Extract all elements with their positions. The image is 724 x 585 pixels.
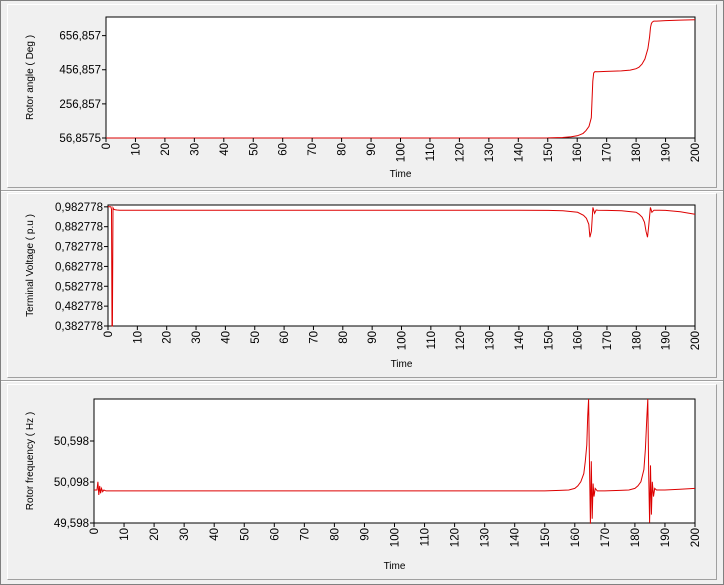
x-axis-title: Time [391, 359, 413, 370]
rotor-angle-panel: 56,8575 256,857 456,857 656,857 0 10 20 30 40 50 6… [7, 4, 717, 188]
x-tick-label: 60 [269, 528, 281, 541]
x-tick-label: 20 [160, 143, 172, 156]
y-tick-label: 56,8575 [59, 133, 101, 145]
terminal-voltage-chart: 0,382778 0,482778 0,582778 0,682778 0,782778… [25, 202, 702, 370]
x-axis-title: Time [384, 561, 406, 572]
x-tick-label: 0 [103, 331, 115, 337]
x-tick-label: 90 [367, 331, 379, 344]
x-tick-label: 90 [359, 528, 371, 541]
rotor-angle-series-line [106, 19, 695, 139]
x-tick-label: 50 [250, 331, 262, 344]
x-tick-label: 40 [209, 528, 221, 541]
x-tick-label: 110 [426, 331, 438, 349]
x-tick-label: 100 [397, 331, 409, 350]
x-tick-label: 120 [455, 331, 467, 350]
x-tick-label: 20 [162, 331, 174, 344]
y-tick-label: 656,857 [59, 31, 101, 43]
x-tick-label: 150 [540, 528, 552, 547]
y-axis-title: Terminal Voltage ( p.u ) [25, 214, 36, 317]
y-tick-label: 0,882778 [55, 222, 103, 234]
x-tick-label: 70 [308, 331, 320, 344]
y-axis-title: Rotor angle ( Deg ) [25, 35, 36, 120]
x-tick-label: 80 [329, 528, 341, 541]
x-tick-label: 10 [119, 528, 131, 541]
x-tick-label: 80 [338, 331, 350, 344]
x-tick-label: 60 [279, 331, 291, 344]
x-tick-label: 140 [513, 143, 525, 162]
panel-divider [1, 190, 723, 192]
y-tick-label: 0,982778 [55, 202, 103, 214]
x-tick-label: 60 [278, 143, 290, 156]
rotor-frequency-chart: 49,598 50,098 50,598 0 10 20 30 40 50 60 70 80 90 100… [25, 398, 702, 572]
plot-area [107, 204, 696, 327]
x-tick-label: 200 [690, 528, 702, 547]
y-tick-label: 50,598 [54, 436, 89, 448]
y-tick-label: 49,598 [54, 518, 89, 530]
y-axis-title: Rotor frequency ( Hz ) [25, 412, 36, 510]
x-tick-label: 190 [661, 143, 673, 162]
x-tick-label: 180 [631, 331, 643, 350]
y-tick-label: 50,098 [54, 477, 89, 489]
plot-area [93, 398, 696, 524]
x-tick-label: 130 [484, 143, 496, 162]
x-tick-label: 200 [690, 331, 702, 350]
x-tick-label: 10 [130, 143, 142, 156]
terminal-voltage-series-line [108, 205, 695, 327]
x-tick-label: 0 [101, 143, 113, 149]
x-tick-label: 130 [480, 528, 492, 547]
x-tick-label: 30 [179, 528, 191, 541]
x-tick-label: 100 [390, 528, 402, 547]
x-tick-label: 100 [396, 143, 408, 162]
x-tick-label: 160 [573, 331, 585, 350]
x-tick-label: 20 [149, 528, 161, 541]
x-tick-label: 50 [239, 528, 251, 541]
x-tick-label: 160 [572, 143, 584, 162]
x-tick-label: 190 [661, 331, 673, 350]
x-tick-label: 50 [248, 143, 260, 156]
x-tick-label: 0 [89, 528, 101, 534]
x-tick-label: 180 [631, 143, 643, 162]
x-tick-label: 40 [220, 331, 232, 344]
plot-area [105, 16, 696, 139]
x-tick-label: 150 [543, 331, 555, 350]
x-tick-label: 40 [219, 143, 231, 156]
y-tick-label: 456,857 [59, 65, 101, 77]
x-tick-label: 170 [600, 528, 612, 547]
x-tick-label: 130 [485, 331, 497, 350]
x-tick-label: 170 [602, 331, 614, 350]
x-tick-label: 190 [660, 528, 672, 547]
y-tick-label: 0,782778 [55, 242, 103, 254]
rotor-frequency-series-line [94, 398, 695, 524]
x-tick-label: 30 [189, 143, 201, 156]
x-tick-label: 140 [510, 528, 522, 547]
x-tick-label: 110 [425, 143, 437, 161]
x-axis-title: Time [390, 169, 412, 180]
y-tick-label: 256,857 [59, 99, 101, 111]
x-tick-label: 110 [420, 528, 432, 546]
x-tick-label: 70 [299, 528, 311, 541]
x-tick-label: 160 [570, 528, 582, 547]
y-tick-label: 0,382778 [55, 321, 103, 333]
x-tick-label: 180 [630, 528, 642, 547]
x-tick-label: 70 [307, 143, 319, 156]
x-tick-label: 200 [690, 143, 702, 162]
y-tick-label: 0,482778 [55, 301, 103, 313]
terminal-voltage-panel: 0,382778 0,482778 0,582778 0,682778 0,782778… [7, 193, 717, 378]
y-tick-label: 0,682778 [55, 261, 103, 273]
y-tick-label: 0,582778 [55, 281, 103, 293]
x-tick-label: 120 [454, 143, 466, 162]
x-tick-label: 80 [337, 143, 349, 156]
rotor-angle-chart: 56,8575 256,857 456,857 656,857 0 10 20 30 40 50 6… [25, 16, 702, 180]
panel-divider [1, 380, 723, 382]
x-tick-label: 120 [450, 528, 462, 547]
x-tick-label: 10 [132, 331, 144, 344]
rotor-frequency-panel: 49,598 50,098 50,598 0 10 20 30 40 50 60 70 80 90 100… [7, 384, 717, 580]
x-tick-label: 140 [514, 331, 526, 350]
x-tick-label: 150 [543, 143, 555, 162]
x-tick-label: 30 [191, 331, 203, 344]
x-tick-label: 90 [366, 143, 378, 156]
x-tick-label: 170 [602, 143, 614, 162]
